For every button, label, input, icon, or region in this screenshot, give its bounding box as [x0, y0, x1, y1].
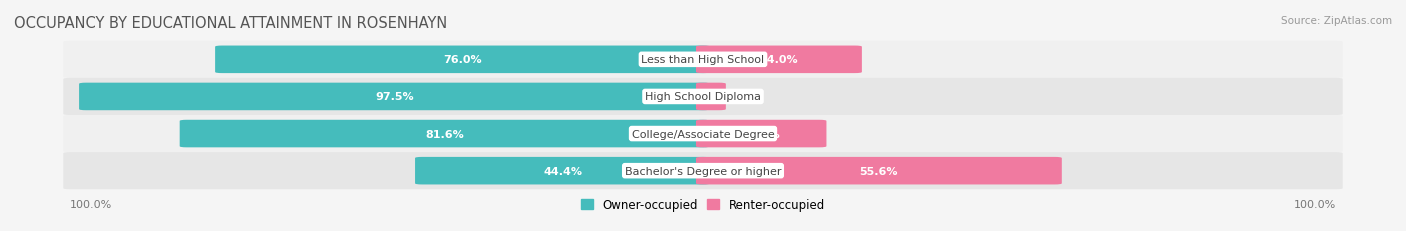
Text: Bachelor's Degree or higher: Bachelor's Degree or higher	[624, 166, 782, 176]
Text: 24.0%: 24.0%	[759, 55, 799, 65]
Text: 44.4%: 44.4%	[543, 166, 582, 176]
Text: 76.0%: 76.0%	[443, 55, 482, 65]
Text: 97.5%: 97.5%	[375, 92, 413, 102]
Text: College/Associate Degree: College/Associate Degree	[631, 129, 775, 139]
Text: 81.6%: 81.6%	[426, 129, 464, 139]
Text: 100.0%: 100.0%	[70, 199, 112, 209]
Text: 2.5%: 2.5%	[725, 92, 756, 102]
Text: Source: ZipAtlas.com: Source: ZipAtlas.com	[1281, 16, 1392, 26]
Text: OCCUPANCY BY EDUCATIONAL ATTAINMENT IN ROSENHAYN: OCCUPANCY BY EDUCATIONAL ATTAINMENT IN R…	[14, 16, 447, 31]
Legend: Owner-occupied, Renter-occupied: Owner-occupied, Renter-occupied	[576, 194, 830, 216]
Text: 55.6%: 55.6%	[859, 166, 898, 176]
Text: Less than High School: Less than High School	[641, 55, 765, 65]
Text: 18.4%: 18.4%	[742, 129, 780, 139]
Text: 100.0%: 100.0%	[1294, 199, 1336, 209]
Text: High School Diploma: High School Diploma	[645, 92, 761, 102]
